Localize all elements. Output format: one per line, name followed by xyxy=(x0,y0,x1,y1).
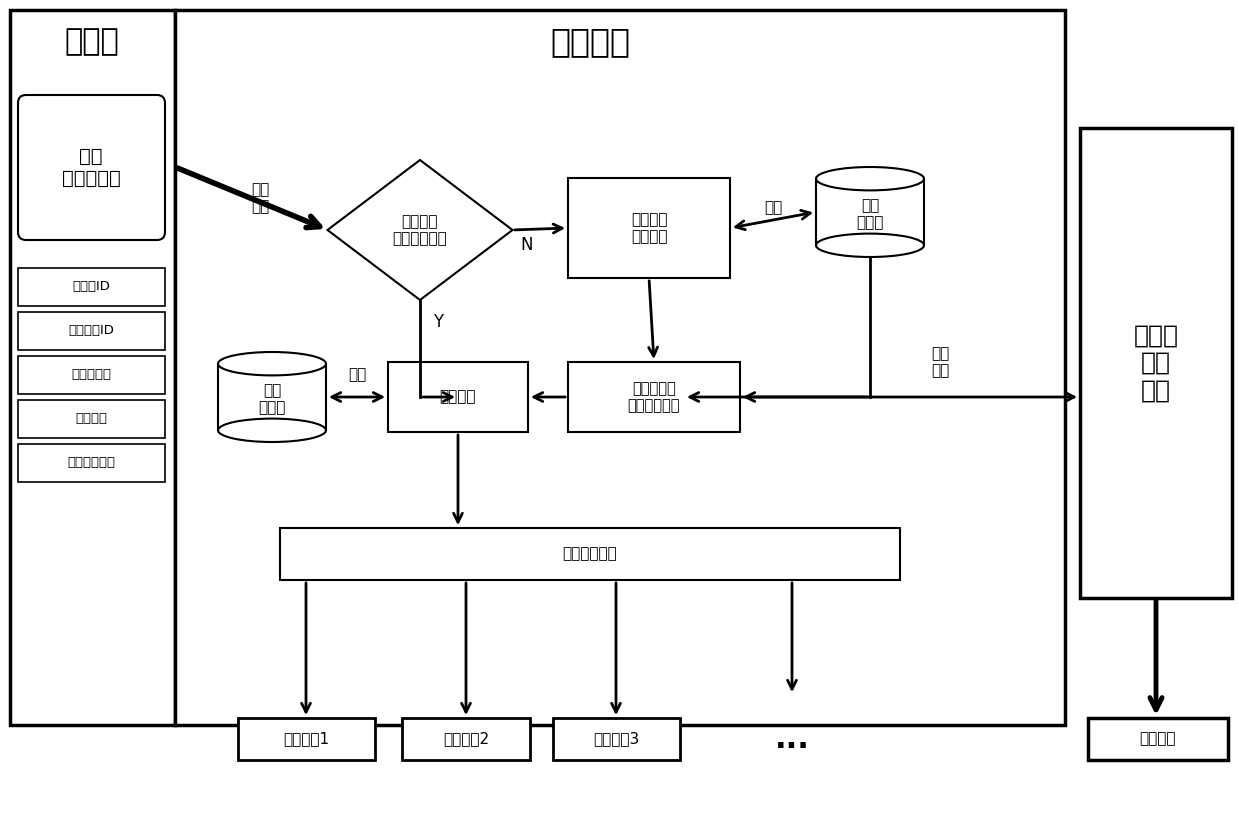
Bar xyxy=(10,10,175,725)
Bar xyxy=(388,362,528,432)
Bar xyxy=(567,178,730,278)
Text: 传输时间: 传输时间 xyxy=(76,412,107,426)
Ellipse shape xyxy=(817,233,924,257)
Text: Y: Y xyxy=(432,313,444,331)
Ellipse shape xyxy=(817,167,924,191)
Text: 协同
调度: 协同 调度 xyxy=(930,346,949,378)
Bar xyxy=(19,356,165,394)
Text: 路由策略分发: 路由策略分发 xyxy=(563,546,617,562)
Bar xyxy=(401,718,530,760)
Text: 目标节点
是否属于本域: 目标节点 是否属于本域 xyxy=(393,214,447,246)
Text: 相关域
簇首
节点: 相关域 簇首 节点 xyxy=(1134,323,1178,403)
Text: 请求
上报: 请求 上报 xyxy=(250,182,269,214)
Ellipse shape xyxy=(218,418,326,442)
Text: 全局
资源池: 全局 资源池 xyxy=(856,198,883,230)
Bar xyxy=(19,312,165,350)
Bar xyxy=(238,718,375,760)
Text: 跨域业务
请求拆分: 跨域业务 请求拆分 xyxy=(631,212,668,244)
Text: 目标节点ID: 目标节点ID xyxy=(68,324,114,337)
Text: 源节点ID: 源节点ID xyxy=(72,280,110,294)
Text: 数据包尺寸: 数据包尺寸 xyxy=(71,369,112,381)
Text: 路径节点2: 路径节点2 xyxy=(442,732,489,747)
Text: 产生
业务请求包: 产生 业务请求包 xyxy=(62,147,120,187)
Bar xyxy=(817,179,924,245)
Bar xyxy=(553,718,680,760)
Text: 是否支持多径: 是否支持多径 xyxy=(67,456,115,469)
Bar xyxy=(175,10,1066,725)
Bar xyxy=(567,362,740,432)
Text: 目标节点: 目标节点 xyxy=(1140,732,1176,747)
Text: 区域
资源池: 区域 资源池 xyxy=(258,383,286,415)
Text: 调用: 调用 xyxy=(764,200,782,215)
Ellipse shape xyxy=(218,352,326,375)
Text: 调用: 调用 xyxy=(348,367,367,383)
Text: ...: ... xyxy=(774,725,809,755)
Bar xyxy=(1080,128,1232,598)
Text: N: N xyxy=(520,236,533,254)
Bar xyxy=(280,528,900,580)
Text: 请求发送至
相应区域簇首: 请求发送至 相应区域簇首 xyxy=(628,381,680,413)
Bar xyxy=(19,444,165,482)
FancyBboxPatch shape xyxy=(19,95,165,240)
Text: 源节点: 源节点 xyxy=(64,27,119,56)
Text: 簇首节点: 簇首节点 xyxy=(550,26,629,59)
Bar xyxy=(19,268,165,306)
Text: 路径节点1: 路径节点1 xyxy=(282,732,330,747)
Bar xyxy=(218,364,326,431)
Bar xyxy=(1088,718,1228,760)
Polygon shape xyxy=(327,160,513,300)
Text: 路径节点3: 路径节点3 xyxy=(593,732,639,747)
Bar xyxy=(19,400,165,438)
Text: 路由算法: 路由算法 xyxy=(440,389,476,404)
